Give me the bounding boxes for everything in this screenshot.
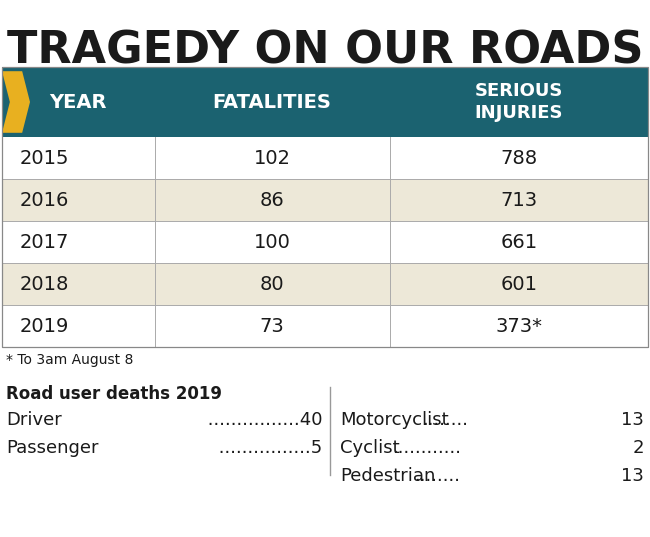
- Bar: [2, 221, 648, 263]
- Text: ........: ........: [414, 467, 460, 485]
- Text: Passenger: Passenger: [6, 439, 99, 457]
- Text: 100: 100: [254, 233, 291, 251]
- Bar: [2, 263, 648, 305]
- Text: SERIOUS
INJURIES: SERIOUS INJURIES: [474, 82, 564, 122]
- Polygon shape: [2, 71, 30, 133]
- Text: 2019: 2019: [20, 316, 70, 336]
- Text: Driver: Driver: [6, 411, 62, 429]
- Text: Motorcyclist: Motorcyclist: [340, 411, 448, 429]
- Text: 788: 788: [500, 149, 538, 168]
- Text: 601: 601: [500, 274, 538, 294]
- Text: * To 3am August 8: * To 3am August 8: [6, 353, 133, 367]
- Text: YEAR: YEAR: [49, 92, 107, 112]
- Text: Pedestrian: Pedestrian: [340, 467, 436, 485]
- Bar: [2, 179, 648, 221]
- Text: 13: 13: [621, 467, 644, 485]
- Text: 13: 13: [621, 411, 644, 429]
- Text: 2015: 2015: [20, 149, 70, 168]
- Text: 102: 102: [254, 149, 291, 168]
- Text: 2017: 2017: [20, 233, 70, 251]
- Bar: [2, 137, 648, 179]
- Text: 80: 80: [260, 274, 284, 294]
- Text: TRAGEDY ON OUR ROADS: TRAGEDY ON OUR ROADS: [6, 30, 644, 73]
- Bar: [2, 67, 648, 347]
- Text: FATALITIES: FATALITIES: [213, 92, 332, 112]
- Text: 86: 86: [259, 191, 285, 209]
- Text: ........: ........: [422, 411, 468, 429]
- Text: 373*: 373*: [495, 316, 543, 336]
- Text: ............: ............: [392, 439, 461, 457]
- Text: 661: 661: [500, 233, 538, 251]
- Text: 2: 2: [632, 439, 644, 457]
- Text: 73: 73: [259, 316, 285, 336]
- Bar: [2, 67, 648, 137]
- Text: Road user deaths 2019: Road user deaths 2019: [6, 385, 222, 403]
- Text: Cyclist: Cyclist: [340, 439, 400, 457]
- Text: 2016: 2016: [20, 191, 70, 209]
- Text: 713: 713: [500, 191, 538, 209]
- Text: 2018: 2018: [20, 274, 70, 294]
- Text: ................5: ................5: [213, 439, 322, 457]
- Text: ................40: ................40: [202, 411, 322, 429]
- Bar: [2, 305, 648, 347]
